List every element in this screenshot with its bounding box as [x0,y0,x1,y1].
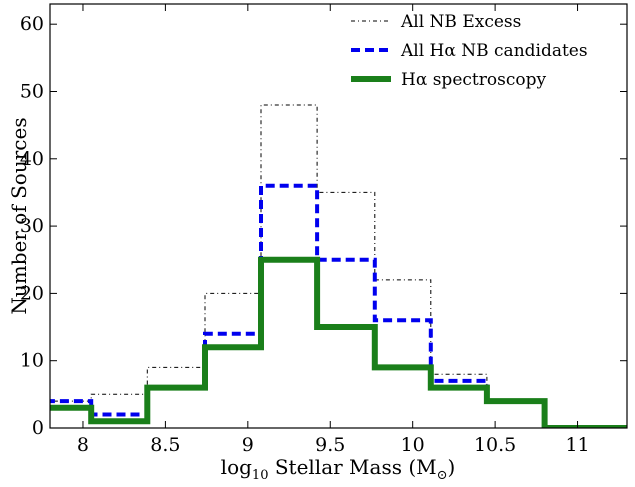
series-1-bin-2 [147,388,205,428]
legend-label-1: All Hα NB candidates [400,41,588,61]
y-tick-label: 10 [20,350,44,372]
x-axis-title: log10 Stellar Mass (M⊙) [221,455,456,483]
y-tick-label: 20 [20,282,44,304]
series-2-bin-6 [375,367,431,428]
x-tick-label: 8.5 [150,434,180,456]
series-0-bin-6 [375,280,431,428]
tick-layer: 8 8.5 9 9.5 10 10.5 11 0 10 20 30 40 50 60 [20,4,627,456]
series-2-step-line [50,256,627,428]
series-2-bin-5 [317,327,375,428]
series-2-bin-7 [431,388,487,428]
series-1-bin-5 [317,260,375,428]
legend-label-2: Hα spectroscopy [401,70,546,90]
series-2-bin-3 [205,347,261,428]
series-0-bin-3 [205,293,261,428]
x-tick-label: 10.5 [474,434,516,456]
y-tick-label: 50 [20,80,44,102]
series-2-bin-2 [147,388,205,428]
x-axis-title-text: Stellar Mass (M [268,455,436,479]
x-tick-label: 9 [242,434,254,456]
series-1-bin-6 [375,320,431,428]
y-tick-label: 60 [20,13,44,35]
x-tick-label: 10 [401,434,425,456]
series-0-bin-4 [261,105,317,428]
x-tick-label: 9.5 [315,434,345,456]
series-1-bin-4 [261,186,317,428]
y-tick-label: 30 [20,215,44,237]
x-axis-title-log: log [221,455,252,479]
series-layer [50,104,627,428]
legend: All NB Excess All Hα NB candidates Hα spec… [351,12,588,90]
series-2-bin-4 [261,260,317,428]
legend-label-0: All NB Excess [400,12,521,32]
y-tick-label: 0 [32,417,44,439]
x-tick-label: 8 [77,434,89,456]
y-axis-title: Number of Sources [7,117,31,314]
x-axis-title-base: 10 [252,468,269,483]
x-axis-title-close: ) [448,455,456,479]
x-axis-title-sub: ⊙ [437,468,448,483]
plot-frame [49,3,628,429]
x-tick-label: 11 [565,434,589,456]
y-tick-label: 40 [20,148,44,170]
series-1-step-line [50,183,627,428]
series-0-bin-2 [147,367,205,428]
series-0-bin-5 [317,192,375,428]
series-0-step-line [50,104,627,428]
